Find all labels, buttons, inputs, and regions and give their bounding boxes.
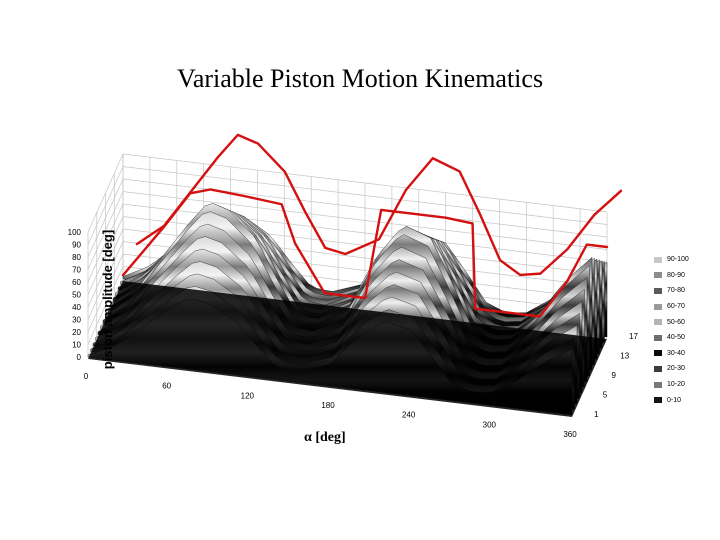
legend-label: 50-60 (667, 318, 685, 326)
depth-tick-label: 5 (603, 391, 608, 400)
legend-label: 80-90 (667, 271, 685, 279)
x-tick-label: 360 (563, 430, 577, 439)
surface-floor (88, 281, 607, 417)
y-axis-label: piston amplitude [deg] (100, 229, 116, 370)
x-tick-label: 240 (402, 411, 416, 420)
legend-item: 90-100 (654, 252, 689, 268)
legend-item: 10-20 (654, 377, 689, 393)
legend-label: 0-10 (667, 396, 682, 404)
x-tick-label: 180 (321, 401, 335, 410)
y-tick-label: 70 (72, 266, 81, 275)
legend-item: 20-30 (654, 361, 689, 377)
red-curves (121, 133, 623, 318)
legend-swatch (654, 319, 662, 326)
surface-mesh (87, 203, 608, 417)
legend-item: 80-90 (654, 268, 689, 284)
legend-swatch (654, 272, 662, 279)
legend-swatch (654, 397, 662, 404)
depth-tick-label: 13 (620, 352, 629, 361)
depth-tick-label: 1 (594, 410, 599, 419)
page-title: Variable Piston Motion Kinematics (176, 64, 544, 93)
y-tick-label: 80 (72, 253, 81, 262)
x-tick-label: 300 (483, 420, 497, 429)
legend: 90-100 80-90 70-80 60-70 50-60 40-50 30-40 20-3… (654, 252, 689, 408)
legend-item: 40-50 (654, 330, 689, 346)
depth-tick-label: 17 (629, 332, 638, 341)
legend-swatch (654, 303, 662, 310)
legend-label: 60-70 (667, 303, 685, 311)
legend-item: 30-40 (654, 346, 689, 362)
legend-item: 60-70 (654, 299, 689, 315)
legend-swatch (654, 365, 662, 372)
x-tick-label: 0 (84, 372, 89, 381)
legend-item: 70-80 (654, 283, 689, 299)
y-tick-label: 90 (72, 241, 81, 250)
legend-item: 0-10 (654, 392, 689, 408)
legend-label: 20-30 (667, 365, 685, 373)
legend-item: 50-60 (654, 314, 689, 330)
y-tick-label: 10 (72, 341, 81, 350)
y-tick-label: 30 (72, 316, 81, 325)
legend-label: 90-100 (667, 256, 689, 264)
y-tick-label: 0 (77, 353, 82, 362)
legend-label: 10-20 (667, 381, 685, 389)
y-tick-label: 50 (72, 291, 81, 300)
x-tick-label: 120 (241, 391, 255, 400)
legend-swatch (654, 350, 662, 357)
legend-swatch (654, 381, 662, 388)
series-line-2 (121, 188, 609, 318)
legend-label: 30-40 (667, 349, 685, 357)
legend-swatch (654, 256, 662, 263)
axis-tick-labels: 1009080706050403020100060120180240300360… (68, 228, 639, 439)
y-tick-label: 40 (72, 303, 81, 312)
legend-swatch (654, 334, 662, 341)
x-tick-label: 60 (162, 382, 171, 391)
y-tick-label: 100 (68, 228, 82, 237)
depth-tick-label: 9 (612, 371, 617, 380)
legend-label: 40-50 (667, 334, 685, 342)
legend-swatch (654, 287, 662, 294)
x-axis-label: α [deg] (304, 430, 346, 445)
series-line-1 (135, 133, 623, 277)
legend-label: 70-80 (667, 287, 685, 295)
y-tick-label: 60 (72, 278, 81, 287)
y-tick-label: 20 (72, 328, 81, 337)
